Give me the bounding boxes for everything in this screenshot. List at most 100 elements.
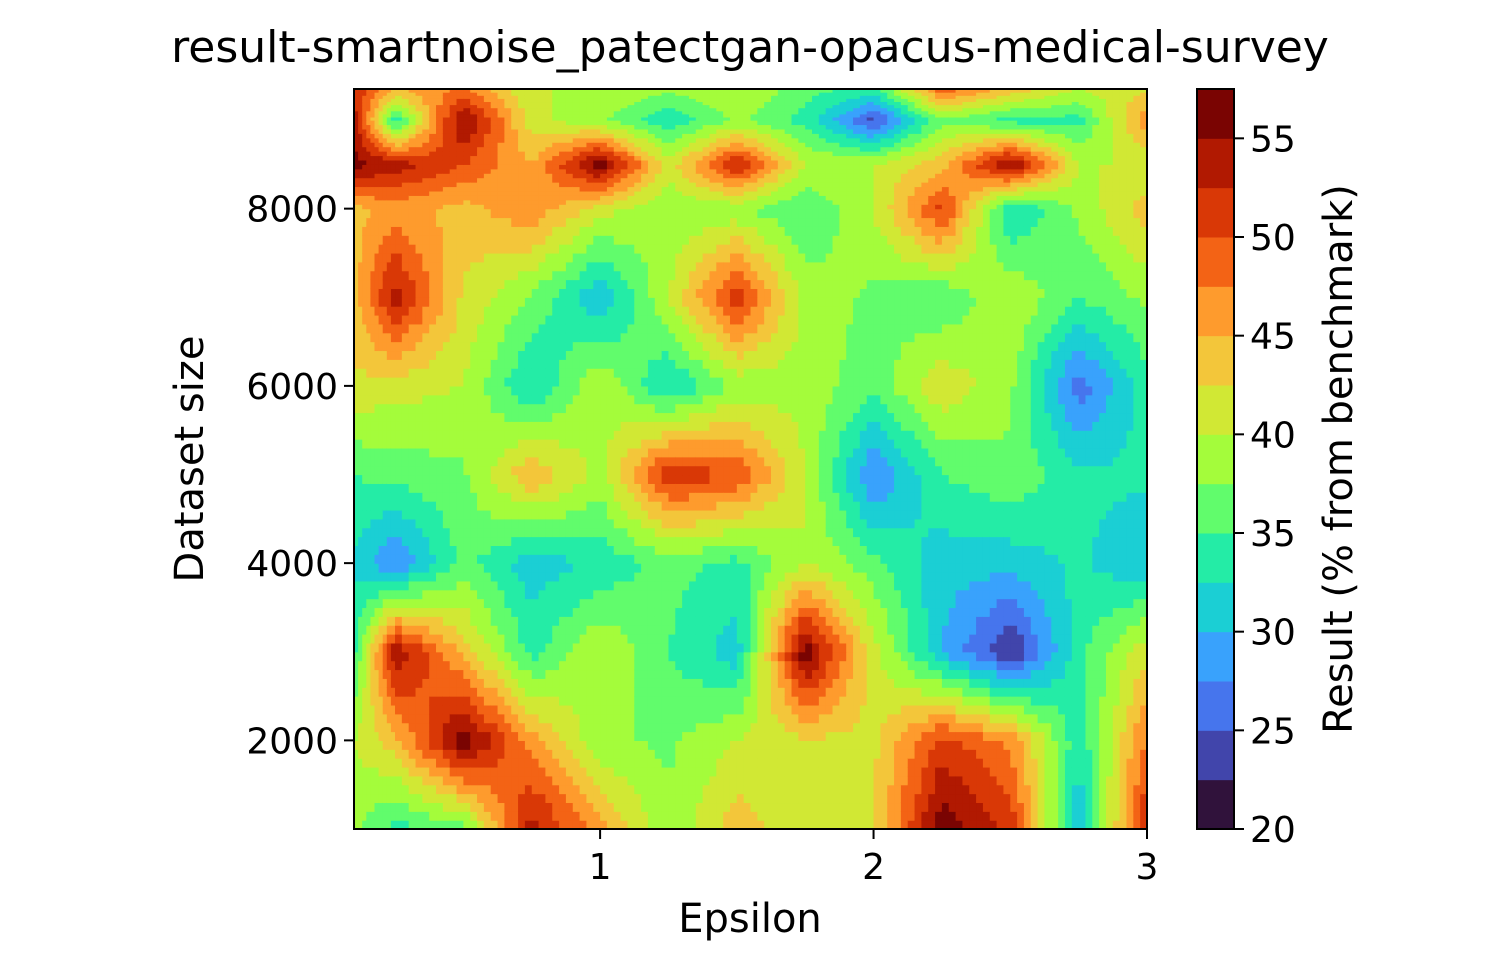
contour-cell [1078, 651, 1147, 741]
contour-cell [354, 385, 396, 476]
contour-cell [1010, 89, 1080, 121]
contour-cell [600, 297, 670, 387]
contour-cell [395, 740, 464, 829]
contour-cell [531, 208, 601, 298]
contour-cell [1078, 474, 1147, 564]
contour-cell [531, 651, 601, 741]
contour-cell [668, 89, 738, 121]
colorbar [1197, 89, 1234, 830]
contour-cell [600, 208, 670, 298]
colorbar-band [1197, 286, 1234, 337]
contour-cell [1010, 120, 1080, 165]
y-tick-label: 8000 [246, 190, 338, 231]
contour-cell [531, 297, 601, 387]
contour-cell [805, 474, 875, 564]
contour-cell [941, 474, 1011, 564]
contour-cell [1078, 740, 1147, 829]
contour-cell [463, 651, 533, 741]
contour-cell [463, 740, 533, 829]
contour-cell [873, 164, 943, 210]
contour-cell [1010, 297, 1080, 387]
contour-cell [531, 385, 601, 476]
contour-cell [941, 563, 1011, 653]
contour-cell [354, 208, 396, 298]
contour-cell [1010, 208, 1080, 298]
contour-cell [531, 164, 601, 210]
contour-cell [395, 297, 464, 387]
colorbar-tick-label: 45 [1250, 317, 1296, 358]
contour-cell [941, 89, 1011, 121]
contour-cell [941, 164, 1011, 210]
contour-cell [736, 740, 806, 829]
x-tick-label: 1 [589, 847, 612, 888]
contour-cell [395, 164, 464, 210]
colorbar-band [1197, 582, 1234, 633]
contour-cell [600, 651, 670, 741]
x-tick-label: 3 [1136, 847, 1159, 888]
contour-cell [805, 120, 875, 165]
contour-cell [531, 474, 601, 564]
contour-cell [1010, 651, 1080, 741]
y-tick-label: 6000 [246, 367, 338, 408]
contour-cell [736, 651, 806, 741]
contour-cell [736, 89, 806, 121]
contour-cell [1078, 385, 1147, 476]
contour-cell [531, 740, 601, 829]
contour-cell [463, 563, 533, 653]
contour-cell [668, 120, 738, 165]
plot-area [354, 89, 1147, 829]
colorbar-tick-label: 55 [1250, 119, 1296, 160]
contour-cell [463, 164, 533, 210]
contour-cell [873, 474, 943, 564]
contour-cell [805, 563, 875, 653]
contour-cell [736, 385, 806, 476]
contour-cell [354, 297, 396, 387]
colorbar-tick-label: 35 [1250, 514, 1296, 555]
contour-cell [873, 563, 943, 653]
contour-cell [736, 208, 806, 298]
contour-cell [354, 474, 396, 564]
colorbar-band [1197, 483, 1234, 534]
contour-cell [805, 651, 875, 741]
x-tick-label: 2 [862, 847, 885, 888]
contour-cell [463, 474, 533, 564]
x-axis: 1 2 3 [589, 829, 1159, 888]
contour-cell [1010, 563, 1080, 653]
contour-cell [1078, 208, 1147, 298]
contour-cell [354, 89, 396, 121]
contour-cell [805, 297, 875, 387]
y-axis-label: Dataset size [167, 336, 213, 583]
contour-cell [736, 120, 806, 165]
contour-cell [463, 208, 533, 298]
contour-cell [600, 120, 670, 165]
colorbar-band [1197, 631, 1234, 682]
contour-cell [1010, 740, 1080, 829]
contour-cell [941, 120, 1011, 165]
contour-cell [668, 208, 738, 298]
contour-cell [668, 164, 738, 210]
colorbar-band [1197, 533, 1234, 583]
contour-cell [531, 563, 601, 653]
contour-cell [463, 297, 533, 387]
contour-cell [668, 297, 738, 387]
colorbar-frame [1196, 88, 1235, 830]
contour-cell [736, 297, 806, 387]
contour-cell [873, 740, 943, 829]
contour-cell [873, 297, 943, 387]
contour-cell [873, 385, 943, 476]
y-tick-label: 2000 [246, 721, 338, 762]
contour-cell [668, 651, 738, 741]
contour-cell [395, 385, 464, 476]
contour-cell [463, 385, 533, 476]
contour-cell [873, 89, 943, 121]
contour-cell [805, 164, 875, 210]
colorbar-tick-label: 20 [1250, 810, 1296, 851]
contour-cell [600, 89, 670, 121]
colorbar-tick-label: 30 [1250, 613, 1296, 654]
contour-cell [463, 120, 533, 165]
contour-cell [941, 297, 1011, 387]
contour-cell [805, 89, 875, 121]
contour-cell [1010, 385, 1080, 476]
contour-cell [395, 651, 464, 741]
colorbar-band [1197, 187, 1234, 238]
